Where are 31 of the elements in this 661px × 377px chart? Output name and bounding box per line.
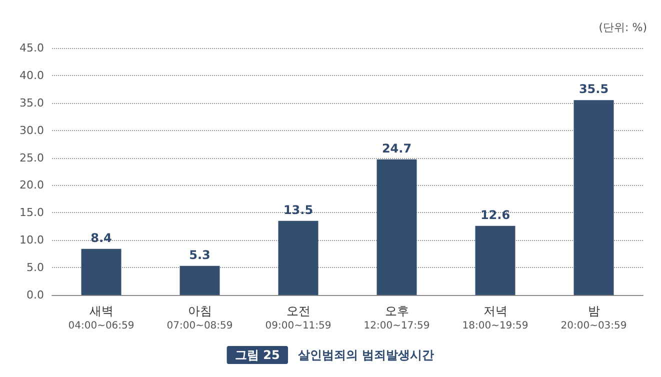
bar bbox=[574, 100, 614, 295]
bar bbox=[475, 226, 516, 295]
data-label: 8.4 bbox=[90, 230, 112, 245]
bar bbox=[180, 266, 220, 295]
text: 그림 25 bbox=[230, 348, 284, 362]
y-tick-label: 25.0 bbox=[20, 151, 44, 164]
x-tick-label: 저녁 18:00~19:59 bbox=[462, 304, 528, 332]
text: 살인범죄의 범죄발생시간 bbox=[298, 348, 434, 362]
y-tick-label: 15.0 bbox=[20, 206, 44, 220]
y-tick-label: 20.0 bbox=[20, 178, 44, 192]
data-label: 5.3 bbox=[189, 248, 210, 262]
y-tick-label: 5.0 bbox=[26, 261, 44, 274]
data-label: 12.6 bbox=[480, 208, 510, 222]
y-tick-label: 35.0 bbox=[20, 96, 44, 110]
bar bbox=[376, 159, 417, 295]
x-tick-label: 아침 07:00~08:59 bbox=[166, 304, 233, 332]
bar bbox=[278, 220, 318, 295]
data-label: 24.7 bbox=[382, 141, 412, 156]
y-tick-label: 30.0 bbox=[20, 124, 44, 137]
x-tick-label: 밤 20:00~03:59 bbox=[560, 304, 627, 332]
x-tick-label: 새벽 04:00~06:59 bbox=[68, 304, 134, 332]
x-tick-label: 오전 09:00~11:59 bbox=[265, 304, 332, 332]
y-tick-label: 40.0 bbox=[20, 68, 44, 82]
x-tick-label: 오후 12:00~17:59 bbox=[364, 304, 430, 332]
bar bbox=[81, 248, 122, 295]
y-tick-label: 10.0 bbox=[20, 234, 44, 247]
text: (단위: %) bbox=[598, 21, 648, 34]
data-label: 35.5 bbox=[578, 82, 609, 96]
data-label: 13.5 bbox=[283, 202, 314, 217]
y-tick-label: 0.0 bbox=[26, 288, 44, 302]
y-tick-label: 45.0 bbox=[20, 42, 44, 54]
